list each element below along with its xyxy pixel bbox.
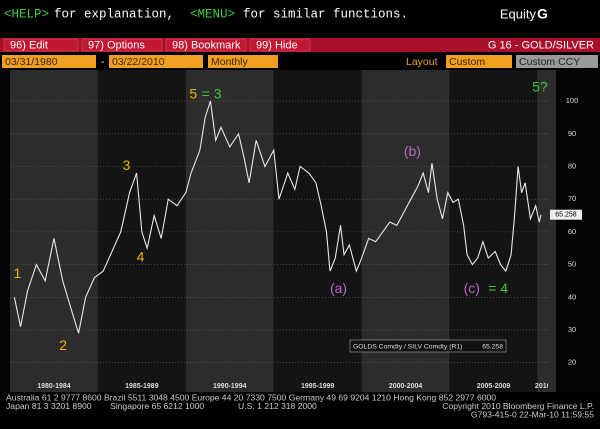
y-tick-label: 60 [568,227,576,236]
legend-box [349,339,507,353]
y-tick-label: 80 [568,161,576,170]
layout[interactable]: Custom [449,56,485,68]
period[interactable]: Monthly [211,56,249,68]
wave-annotation: 5? [532,79,548,95]
y-tick-label: 20 [568,358,576,367]
last-value-label: 65.258 [555,212,577,219]
end-date[interactable]: 03/22/2010 [112,56,165,68]
y-tick-label: 100 [566,96,579,105]
wave-annotation: 1 [14,265,22,281]
wave-annotation: (b) [404,143,421,159]
menu-item[interactable]: 99) Hide [256,39,298,51]
period-band [537,70,548,392]
x-tick-label: 1990-1994 [213,383,247,390]
menu-item-box[interactable] [165,38,247,52]
y-tick-label: 40 [568,292,576,301]
wave-annotation: (c) [464,280,480,296]
start-date[interactable]: 03/31/1980 [5,56,58,68]
x-tick-label: 1995-1999 [301,383,335,390]
layout-label: Layout [406,56,438,68]
footer-japan: Japan 81 3 3201 8900 [6,401,92,411]
y-tick-label: 90 [568,129,576,138]
wave-annotation: = 3 [202,85,222,101]
footer-copyright: Copyright 2010 Bloomberg Finance L.P. [442,401,594,411]
function-key: G [537,6,548,22]
last-value-tag [550,209,582,220]
menu-item-box[interactable] [3,38,79,52]
function-name: Equity [500,6,537,21]
period-band [361,70,450,392]
period-band [273,70,362,392]
security-title: G 16 - GOLD/SILVER [488,39,594,51]
y-tick-label: 30 [568,325,576,334]
period-band [185,70,274,392]
menu-item[interactable]: 96) Edit [10,39,48,51]
footer-singapore: Singapore 65 6212 1000 [110,401,204,411]
wave-annotation: = 4 [488,280,508,296]
x-tick-label: 2000-2004 [389,383,423,390]
wave-annotation: 5 [189,85,197,101]
footer-us: U.S. 1 212 318 2000 [238,401,317,411]
chart: 1980-1984 1985-1989 1990-1994 1995-1999 2000… [10,70,582,392]
menu-item[interactable]: 97) Options [88,39,145,51]
end-date-field[interactable] [109,55,203,68]
wave-annotation: 2 [59,337,67,353]
menu-item-box[interactable] [249,38,311,52]
x-tick-label: 2010 [535,383,551,390]
x-tick-label: 1985-1989 [125,383,159,390]
period-field[interactable] [208,55,278,68]
wave-annotation: (a) [330,280,347,296]
x-tick-label: 2005-2009 [477,383,511,390]
currency-field[interactable] [516,55,598,68]
menu-item-box[interactable] [81,38,163,52]
wave-annotation: 4 [137,249,145,265]
help-key[interactable]: <HELP> [4,7,49,21]
x-tick-label: 1980-1984 [37,383,71,390]
legend-name: GOLDS Comdty / SILV Comdty (R1) [353,343,462,350]
wave-annotation: 3 [123,157,131,173]
layout-field[interactable] [446,55,512,68]
axis-strip [548,70,556,392]
footer-line: Australia 61 2 9777 8600 Brazil 5511 304… [6,392,496,402]
y-tick-label: 70 [568,194,576,203]
menu-text: for similar functions. [243,7,408,21]
start-date-field[interactable] [2,55,96,68]
date-separator: - [101,56,105,68]
menu-item[interactable]: 98) Bookmark [172,39,241,51]
series-line [13,100,542,334]
legend-value: 65.258 [482,343,503,350]
y-tick-label: 50 [568,260,576,269]
currency[interactable]: Custom CCY [519,56,580,68]
help-text: for explanation, [54,7,174,21]
footer-id: G793-415-0 22-Mar-10 11:59:55 [471,409,594,419]
menu-key[interactable]: <MENU> [190,7,235,21]
period-band [10,70,98,392]
